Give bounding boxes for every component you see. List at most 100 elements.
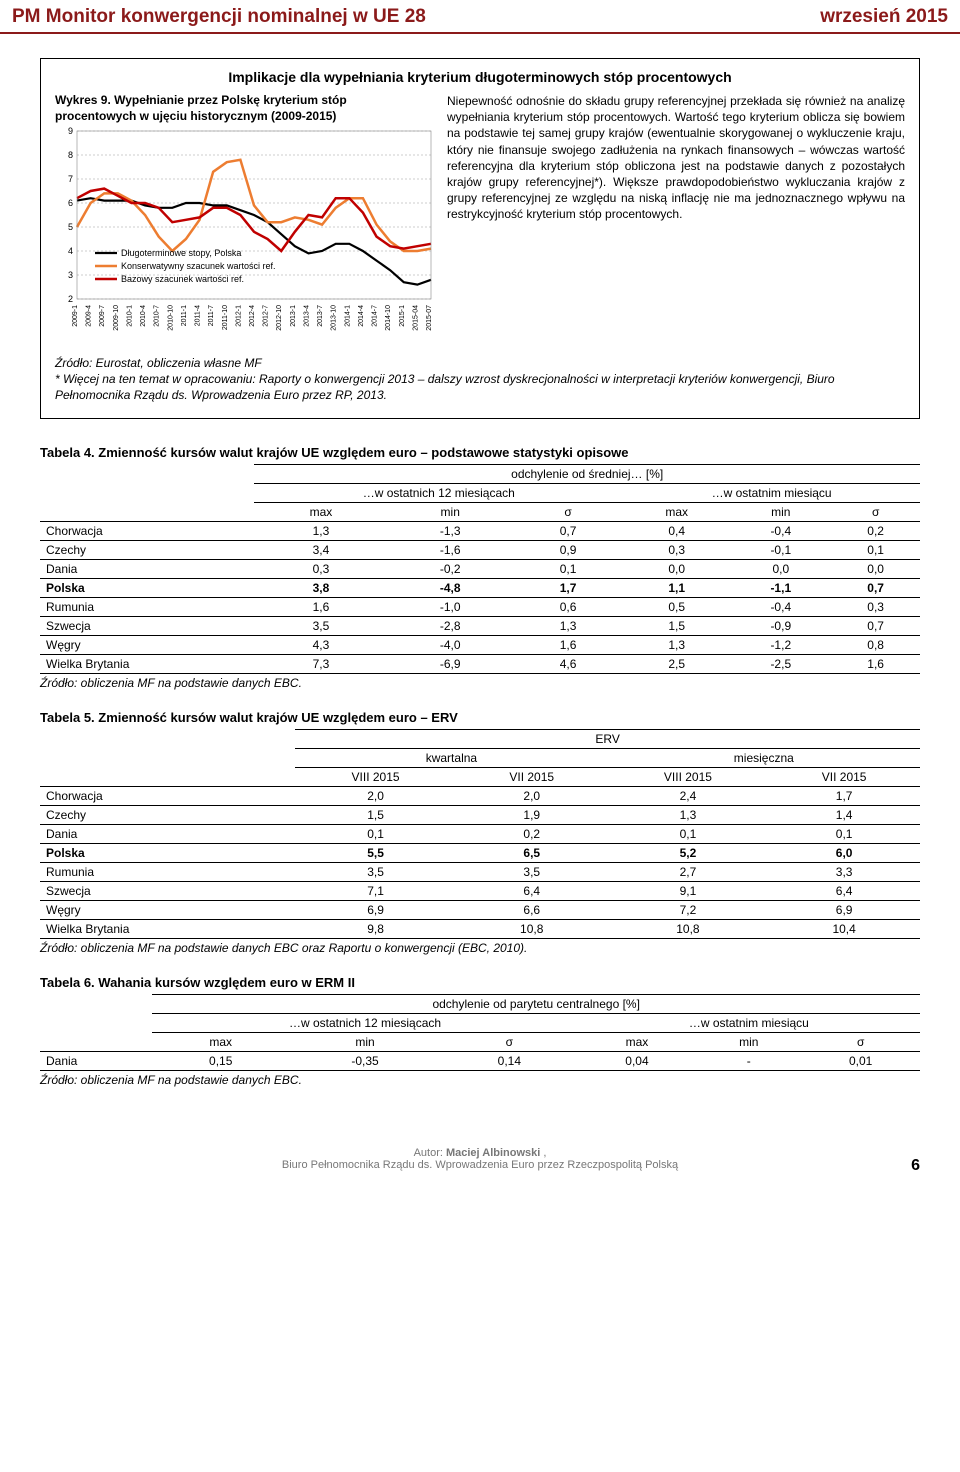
- table-row-label: Polska: [40, 843, 295, 862]
- table-cell: 4,3: [254, 635, 387, 654]
- table-col-header: min: [387, 502, 512, 521]
- table-cell: 1,3: [623, 635, 730, 654]
- table5: ERVkwartalnamiesięcznaVIII 2015VII 2015V…: [40, 729, 920, 939]
- table-cell: -1,1: [730, 578, 831, 597]
- svg-text:2012-10: 2012-10: [276, 305, 283, 331]
- svg-text:6: 6: [68, 198, 73, 208]
- table-cell: 6,9: [295, 900, 456, 919]
- table-row: Węgry4,3-4,01,61,3-1,20,8: [40, 635, 920, 654]
- table-cell: 7,2: [608, 900, 769, 919]
- table-col-header: σ: [513, 502, 623, 521]
- table-cell: 0,0: [623, 559, 730, 578]
- table-cell: 3,5: [295, 862, 456, 881]
- chart-row: Wykres 9. Wypełnianie przez Polskę kryte…: [55, 93, 905, 347]
- table-cell: 5,5: [295, 843, 456, 862]
- table-cell: 0,9: [513, 540, 623, 559]
- table-cell: -0,35: [289, 1051, 441, 1070]
- table-cell: -0,4: [730, 597, 831, 616]
- svg-text:8: 8: [68, 150, 73, 160]
- table-cell: 0,1: [768, 824, 920, 843]
- svg-text:2009-7: 2009-7: [99, 305, 106, 327]
- table-row: Polska5,56,55,26,0: [40, 843, 920, 862]
- chart-paragraph: Niepewność odnośnie do składu grupy refe…: [447, 93, 905, 347]
- table-col-header: σ: [441, 1032, 578, 1051]
- svg-text:2015-04: 2015-04: [412, 305, 419, 331]
- svg-text:2011-4: 2011-4: [195, 305, 202, 326]
- svg-text:2011-1: 2011-1: [181, 305, 188, 326]
- page-footer: Autor: Maciej Albinowski , Biuro Pełnomo…: [0, 1147, 960, 1171]
- svg-text:2009-4: 2009-4: [86, 305, 93, 327]
- table-col-header: max: [578, 1032, 697, 1051]
- svg-text:Bazowy szacunek wartości ref.: Bazowy szacunek wartości ref.: [121, 274, 244, 284]
- table-row: Czechy3,4-1,60,90,3-0,10,1: [40, 540, 920, 559]
- svg-text:2012-4: 2012-4: [249, 305, 256, 327]
- table-cell: -0,4: [730, 521, 831, 540]
- table-cell: 10,4: [768, 919, 920, 938]
- svg-text:2010-4: 2010-4: [140, 305, 147, 327]
- footer-author: Autor: Maciej Albinowski , Biuro Pełnomo…: [0, 1147, 960, 1171]
- table-group-header: miesięczna: [608, 748, 920, 767]
- table-cell: 6,4: [768, 881, 920, 900]
- table-cell: 9,1: [608, 881, 769, 900]
- table-row-label: Wielka Brytania: [40, 919, 295, 938]
- table5-note: Źródło: obliczenia MF na podstawie danyc…: [40, 941, 920, 955]
- table-cell: 2,0: [456, 786, 608, 805]
- table-col-header: max: [623, 502, 730, 521]
- table-cell: 0,3: [623, 540, 730, 559]
- table-cell: 0,8: [831, 635, 920, 654]
- svg-text:Długoterminowe stopy, Polska: Długoterminowe stopy, Polska: [121, 248, 241, 258]
- table-row-label: Rumunia: [40, 862, 295, 881]
- table6-note: Źródło: obliczenia MF na podstawie danyc…: [40, 1073, 920, 1087]
- svg-text:5: 5: [68, 222, 73, 232]
- table-col-header: VII 2015: [456, 767, 608, 786]
- table-row-label: Dania: [40, 1051, 152, 1070]
- table-row: Wielka Brytania7,3-6,94,62,5-2,51,6: [40, 654, 920, 673]
- svg-text:2014-7: 2014-7: [372, 305, 379, 327]
- table-row: Szwecja3,5-2,81,31,5-0,90,7: [40, 616, 920, 635]
- table-cell: 6,0: [768, 843, 920, 862]
- svg-text:2013-7: 2013-7: [317, 305, 324, 327]
- table6-heading: Tabela 6. Wahania kursów względem euro w…: [40, 975, 920, 990]
- table-col-header: min: [289, 1032, 441, 1051]
- table-cell: 0,5: [623, 597, 730, 616]
- table-cell: 1,4: [768, 805, 920, 824]
- table-group-header: …w ostatnich 12 miesiącach: [254, 483, 623, 502]
- table-row: Rumunia1,6-1,00,60,5-0,40,3: [40, 597, 920, 616]
- table-col-header: VIII 2015: [295, 767, 456, 786]
- svg-text:7: 7: [68, 174, 73, 184]
- table-col-header: σ: [831, 502, 920, 521]
- table-row-label: Wielka Brytania: [40, 654, 254, 673]
- table-cell: 2,4: [608, 786, 769, 805]
- table-cell: 10,8: [608, 919, 769, 938]
- table-cell: 0,04: [578, 1051, 697, 1070]
- svg-text:2013-10: 2013-10: [331, 305, 338, 331]
- table-col-header: max: [254, 502, 387, 521]
- table-cell: 0,14: [441, 1051, 578, 1070]
- table-group-header: …w ostatnim miesiącu: [623, 483, 920, 502]
- table-cell: 1,3: [513, 616, 623, 635]
- table-cell: 2,7: [608, 862, 769, 881]
- table-cell: 0,1: [831, 540, 920, 559]
- svg-text:2009-10: 2009-10: [113, 305, 120, 331]
- table-row: Dania0,15-0,350,140,04-0,01: [40, 1051, 920, 1070]
- table-cell: 9,8: [295, 919, 456, 938]
- table-row: Czechy1,51,91,31,4: [40, 805, 920, 824]
- svg-text:2011-7: 2011-7: [208, 305, 215, 326]
- svg-text:2014-1: 2014-1: [344, 305, 351, 327]
- table-cell: 5,2: [608, 843, 769, 862]
- table-group-header: kwartalna: [295, 748, 607, 767]
- table-cell: 0,2: [456, 824, 608, 843]
- table6: odchylenie od parytetu centralnego [%]…w…: [40, 994, 920, 1071]
- page-number: 6: [911, 1157, 920, 1175]
- table-row-label: Rumunia: [40, 597, 254, 616]
- chart-subcaption: procentowych w ujęciu historycznym (2009…: [55, 109, 435, 123]
- table-row: Polska3,8-4,81,71,1-1,10,7: [40, 578, 920, 597]
- table-cell: 6,9: [768, 900, 920, 919]
- header-title-left: PM Monitor konwergencji nominalnej w UE …: [12, 6, 426, 28]
- box-title: Implikacje dla wypełniania kryterium dłu…: [55, 69, 905, 85]
- table-cell: 3,5: [254, 616, 387, 635]
- table-row: Chorwacja1,3-1,30,70,4-0,40,2: [40, 521, 920, 540]
- table-cell: -: [696, 1051, 801, 1070]
- table-row: Rumunia3,53,52,73,3: [40, 862, 920, 881]
- table-cell: -6,9: [387, 654, 512, 673]
